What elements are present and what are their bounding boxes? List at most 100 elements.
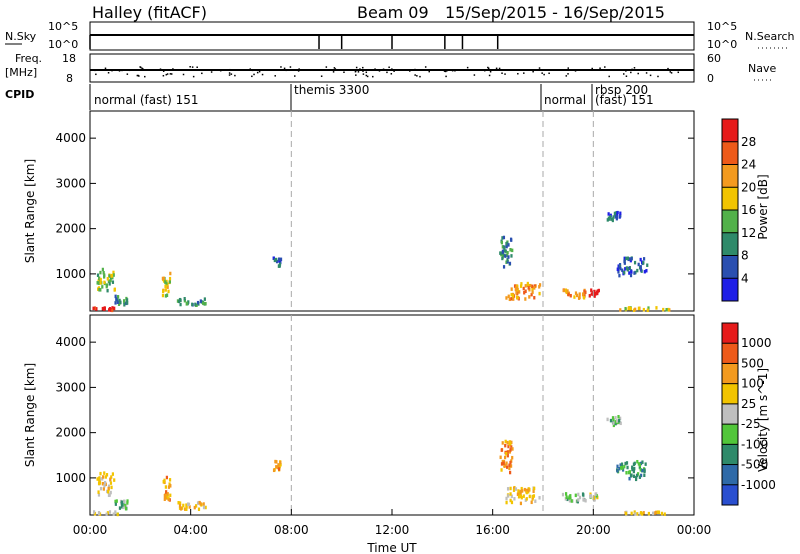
power-cell	[164, 288, 167, 292]
power-cell	[102, 271, 105, 275]
nave-dot	[128, 69, 131, 72]
nave-dot	[169, 73, 172, 75]
vel-cell	[508, 450, 512, 454]
xtick-label: 04:00	[173, 523, 208, 537]
power-cell	[616, 267, 619, 272]
vel-cell	[652, 511, 655, 516]
date-range-title: 15/Sep/2015 - 16/Sep/2015	[445, 3, 665, 22]
power-cell	[520, 282, 523, 286]
nave-dot	[366, 75, 369, 78]
power-cell	[566, 289, 569, 293]
nave-dot	[334, 68, 337, 70]
nave-dot	[489, 70, 492, 73]
noise-right-tick-top: 10^5	[707, 20, 737, 33]
power-cell	[511, 294, 515, 298]
power-cell	[508, 261, 512, 266]
power-cell	[646, 308, 649, 313]
nave-dot	[126, 73, 129, 75]
power-colorbar-swatch	[722, 278, 738, 301]
nave-dot	[443, 70, 446, 72]
nave-dot	[228, 72, 231, 74]
power-cell	[588, 294, 591, 298]
power-cell	[634, 307, 637, 312]
nave-dot	[657, 75, 659, 78]
vel-cell	[169, 484, 172, 488]
vel-cell	[624, 461, 627, 466]
vel-cell	[185, 505, 188, 509]
nave-dot	[138, 75, 140, 77]
velocity-panel-frame	[89, 314, 695, 516]
freq-left-tick-bottom: 8	[66, 72, 73, 85]
vel-cell	[639, 511, 643, 515]
power-cell	[531, 290, 534, 294]
power-cell	[639, 257, 642, 262]
nave-dot	[359, 68, 361, 70]
power-cell	[194, 302, 197, 307]
power-cell	[501, 245, 504, 249]
vel-cell	[126, 501, 129, 505]
power-cell	[199, 299, 202, 303]
vel-cell	[530, 500, 533, 505]
power-cell	[505, 296, 508, 300]
power-cell	[527, 286, 530, 290]
vel-cell	[195, 504, 198, 508]
vel-cell	[569, 497, 572, 501]
power-y-ticks: 1000 2000 3000 4000	[55, 131, 694, 281]
nave-dot	[633, 67, 636, 69]
vel-colorbar-swatch	[722, 343, 738, 364]
power-cell	[538, 291, 541, 296]
vel-cell	[276, 465, 279, 470]
power-cell	[510, 254, 513, 258]
vel-cell	[168, 478, 172, 482]
vel-cell	[612, 423, 615, 428]
power-cell	[516, 284, 519, 289]
power-cell	[642, 307, 645, 312]
power-cell	[204, 301, 207, 306]
vel-cell	[120, 505, 124, 509]
power-cell	[616, 210, 619, 215]
nave-dot	[414, 68, 416, 71]
vel-colorbar-swatch	[722, 444, 738, 465]
nave-dot	[274, 75, 276, 77]
power-cell	[593, 289, 596, 294]
cpid-segment-2: normal	[544, 93, 586, 107]
nave-dot	[256, 69, 259, 72]
power-cell	[522, 286, 525, 291]
vel-cell	[101, 481, 104, 486]
nave-dot	[202, 69, 205, 71]
xtick-label: 00:00	[73, 523, 108, 537]
nave-dot	[196, 66, 198, 69]
vel-cell	[517, 494, 521, 499]
power-cell	[636, 268, 639, 273]
xtick-label: 08:00	[274, 523, 309, 537]
freq-right-tick-top: 60	[707, 52, 721, 65]
power-cell	[597, 288, 600, 293]
power-cell	[567, 292, 570, 297]
vel-cell	[506, 453, 509, 458]
vel-cell	[93, 510, 96, 514]
beam-title: Beam 09	[357, 3, 429, 22]
vel-cell	[511, 447, 514, 451]
nave-dot	[357, 71, 360, 73]
power-cell	[126, 301, 129, 305]
power-cell	[517, 296, 520, 300]
power-cell	[168, 279, 172, 284]
vel-cell	[509, 498, 512, 503]
vel-cell	[616, 469, 619, 473]
vel-cell	[525, 497, 528, 501]
power-cell	[628, 257, 631, 261]
vel-cell	[107, 486, 110, 491]
vel-cell	[532, 489, 535, 493]
vel-cell	[643, 473, 646, 478]
vel-cell	[505, 496, 508, 501]
freq-left-tick-top: 18	[62, 52, 76, 65]
nave-dot	[517, 72, 519, 75]
power-cell	[519, 284, 523, 288]
nave-dot	[677, 71, 680, 74]
noise-sky-label: N.Sky	[5, 30, 37, 43]
power-cell	[642, 261, 645, 265]
vel-cell	[634, 512, 637, 516]
noise-left-tick-top: 10^5	[48, 20, 78, 33]
power-cell	[506, 251, 509, 255]
